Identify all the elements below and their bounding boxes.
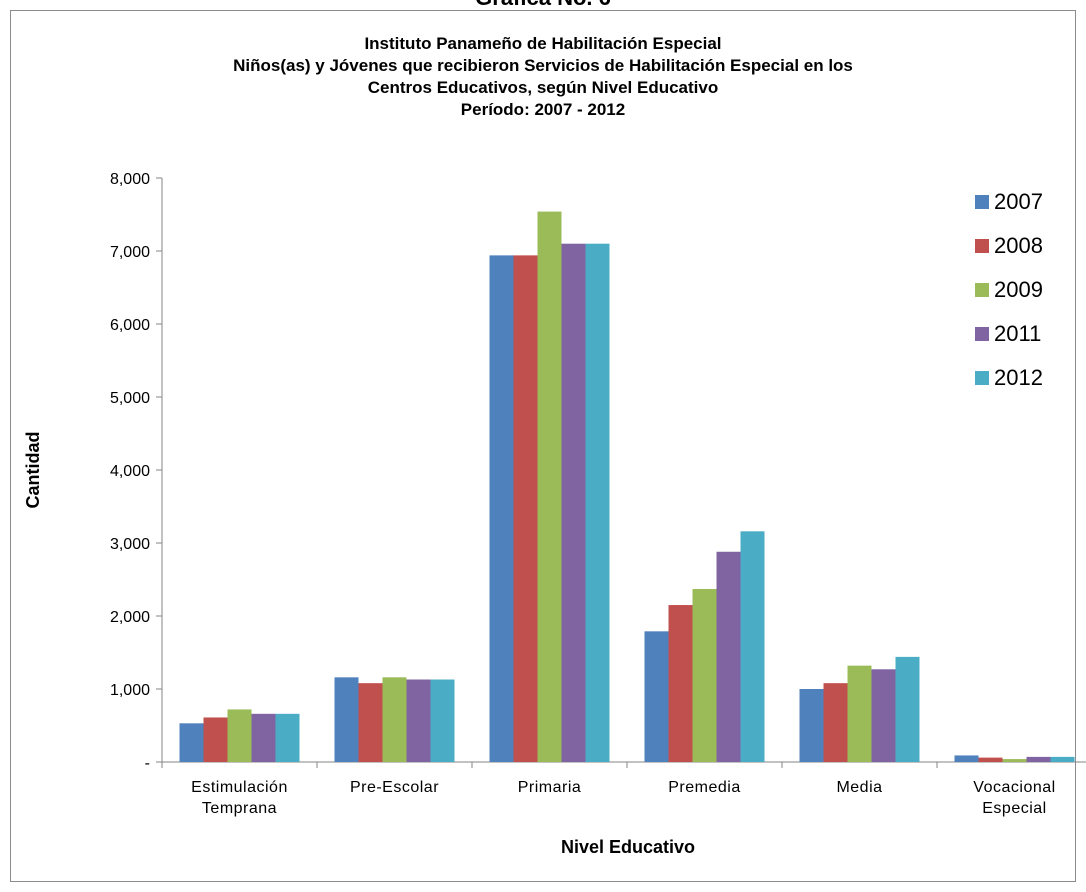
bar-2011 [561,243,586,762]
bar-2007 [334,677,359,762]
y-tick-label: 4,000 [110,463,150,480]
y-tick-label: 5,000 [110,390,150,407]
y-tick-label: 8,000 [110,171,150,188]
x-tick-label: Vocacional [973,779,1055,796]
bar-2011 [1026,756,1051,762]
chart-title-line: Instituto Panameño de Habilitación Espec… [364,34,721,53]
bar-2007 [799,689,824,762]
y-tick-label: - [145,755,150,772]
y-tick-label: 2,000 [110,609,150,626]
chart-title-line: Centros Educativos, según Nivel Educativ… [368,78,718,97]
bar-2011 [871,669,896,762]
bar-2009 [537,211,562,762]
x-tick-label: Especial [982,800,1046,817]
bar-2012 [740,531,765,762]
x-tick-label: Primaria [518,779,582,796]
x-tick-label: Premedia [668,779,740,796]
bar-2007 [489,255,514,762]
chart-title-line: Niños(as) y Jóvenes que recibieron Servi… [233,56,853,75]
y-tick-label: 3,000 [110,536,150,553]
bar-2011 [716,551,741,762]
legend-swatch [975,327,989,341]
bar-2007 [644,631,669,762]
bar-2009 [1002,759,1027,762]
x-tick-label: Estimulación [191,779,288,796]
bar-2008 [203,717,228,762]
legend-label: 2011 [994,321,1041,346]
bar-2008 [978,757,1003,762]
y-axis-title: Cantidad [23,431,43,508]
legend-swatch [975,283,989,297]
bar-2011 [251,713,276,762]
bar-2009 [227,709,252,762]
cut-off-title: Gráfica No. 6 [0,0,1086,9]
bar-2012 [585,243,610,762]
bar-2012 [275,713,300,762]
bar-2008 [358,683,383,762]
y-tick-label: 1,000 [110,682,150,699]
x-tick-label: Media [836,779,882,796]
bar-2012 [430,679,455,762]
bar-2009 [382,677,407,762]
x-tick-label: Pre-Escolar [350,779,439,796]
bar-2009 [692,588,717,762]
bar-2011 [406,679,431,762]
bar-2008 [823,683,848,762]
bar-2008 [668,605,693,762]
bar-2007 [954,755,979,762]
legend-label: 2008 [994,233,1043,258]
bar-2012 [1050,756,1075,762]
bar-2007 [179,723,204,762]
y-tick-label: 6,000 [110,317,150,334]
bar-2008 [513,255,538,762]
legend-label: 2007 [994,189,1043,214]
legend-label: 2012 [994,365,1043,390]
x-axis-title: Nivel Educativo [561,837,695,857]
legend-swatch [975,371,989,385]
y-tick-label: 7,000 [110,244,150,261]
chart-title-line: Período: 2007 - 2012 [461,100,625,119]
bar-2009 [847,665,872,762]
legend-swatch [975,195,989,209]
bar-2012 [895,656,920,762]
x-tick-label: Temprana [202,800,277,817]
legend-swatch [975,239,989,253]
legend-label: 2009 [994,277,1043,302]
